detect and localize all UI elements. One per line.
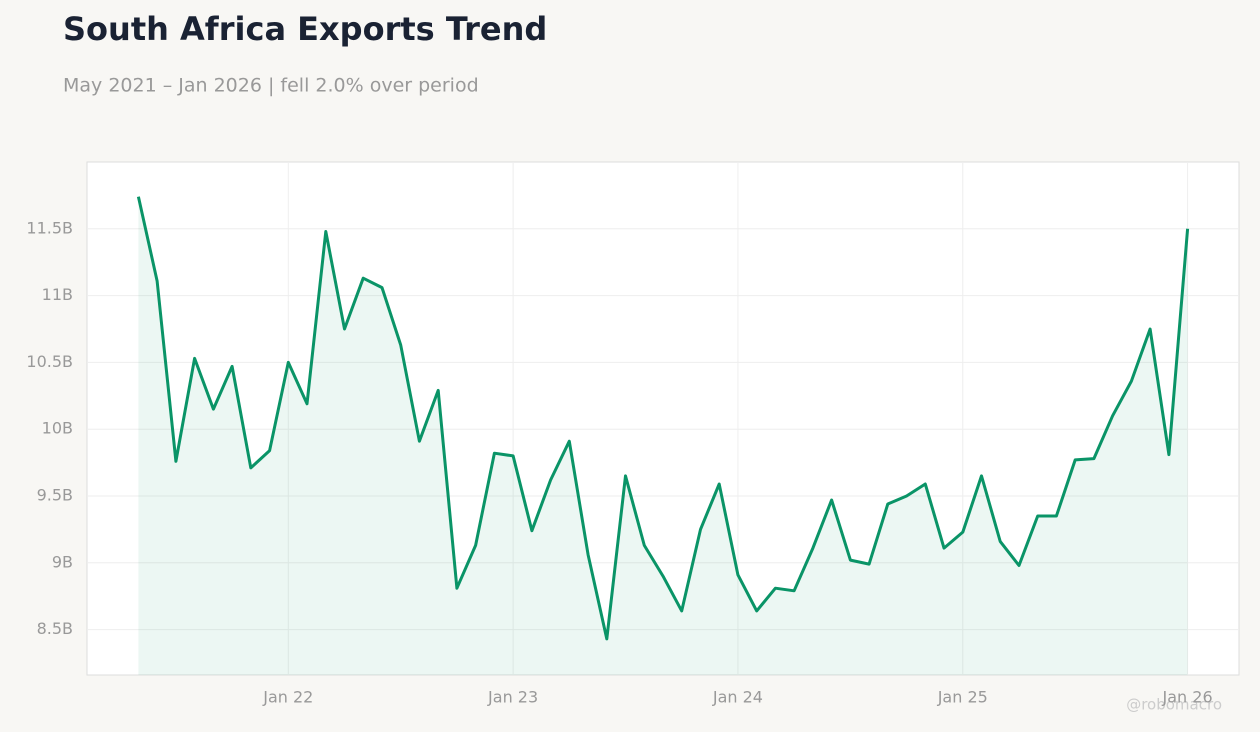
line	[136, 196, 1190, 641]
chart-subtitle: May 2021 – Jan 2026 | fell 2.0% over per…	[63, 75, 479, 97]
plot-area	[86, 161, 1240, 676]
watermark: @robomacro	[1126, 696, 1222, 714]
x-tick-label: Jan 24	[712, 688, 763, 707]
chart-title: South Africa Exports Trend	[63, 10, 547, 48]
x-tick-label: Jan 23	[487, 688, 538, 707]
y-tick-label: 8.5B	[37, 619, 73, 638]
y-tick-label: 9.5B	[37, 485, 73, 504]
y-tick-label: 11B	[42, 285, 73, 304]
y-tick-label: 10B	[42, 419, 73, 438]
x-tick-label: Jan 26	[1162, 688, 1213, 707]
y-tick-label: 9B	[52, 552, 73, 571]
y-tick-label: 10.5B	[26, 352, 73, 371]
grid	[87, 162, 1239, 675]
marks	[136, 196, 1190, 675]
x-tick-label: Jan 22	[262, 688, 313, 707]
y-tick-label: 11.5B	[26, 218, 73, 237]
x-tick-label: Jan 25	[937, 688, 988, 707]
area	[138, 196, 1188, 675]
